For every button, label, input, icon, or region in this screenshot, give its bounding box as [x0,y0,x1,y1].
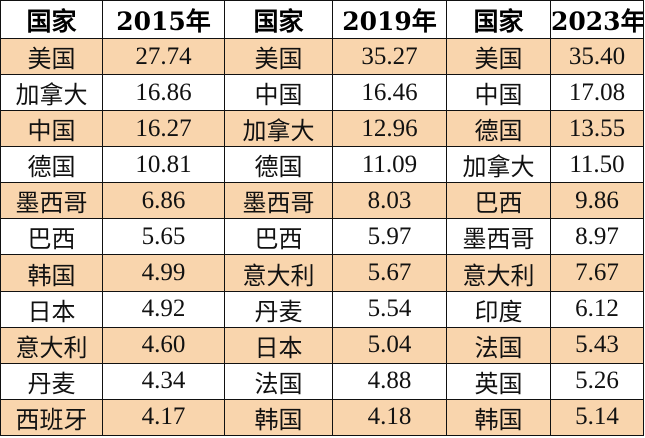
value-2023-cell: 7.67 [550,254,644,292]
value-2019-cell: 11.09 [332,146,447,184]
country-2019-cell: 加拿大 [224,110,333,148]
country-2023-cell: 德国 [446,110,551,148]
country-2019-cell: 日本 [224,326,333,364]
value-2019-cell: 5.97 [332,218,447,256]
value-2015-cell: 4.60 [102,326,225,364]
country-2023-cell: 巴西 [446,182,551,220]
value-2019-cell: 5.67 [332,254,447,292]
country-2019-cell: 中国 [224,74,333,112]
value-2015-cell: 16.86 [102,74,225,112]
value-2015-cell: 10.81 [102,146,225,184]
value-2023-cell: 5.26 [550,362,644,400]
country-2015-cell: 美国 [0,37,103,76]
country-2015-cell: 墨西哥 [0,182,103,220]
country-2019-cell: 德国 [224,146,333,184]
country-2023-cell: 加拿大 [446,146,551,184]
country-2015-cell: 意大利 [0,326,103,364]
country-2015-cell: 加拿大 [0,74,103,112]
table-row: 德国 10.81 德国 11.09 加拿大 11.50 [0,146,644,184]
value-2019-cell: 8.03 [332,182,447,220]
country-2023-cell: 法国 [446,326,551,364]
country-2023-cell: 英国 [446,362,551,400]
value-2023-cell: 9.86 [550,182,644,220]
country-2023-cell: 印度 [446,290,551,328]
value-2019-cell: 5.54 [332,290,447,328]
value-2019-cell: 35.27 [332,37,447,76]
value-2019-cell: 16.46 [332,74,447,112]
country-2019-cell: 法国 [224,362,333,400]
header-year-2023: 2023年 [550,0,644,39]
table-row: 韩国 4.99 意大利 5.67 意大利 7.67 [0,254,644,292]
table-row: 丹麦 4.34 法国 4.88 英国 5.26 [0,362,644,400]
table-row: 加拿大 16.86 中国 16.46 中国 17.08 [0,74,644,112]
table-row: 日本 4.92 丹麦 5.54 印度 6.12 [0,290,644,328]
country-2023-cell: 意大利 [446,254,551,292]
value-2015-cell: 4.99 [102,254,225,292]
country-2015-cell: 西班牙 [0,398,103,437]
header-year-2015: 2015年 [102,0,225,39]
value-2023-cell: 35.40 [550,37,644,76]
value-2019-cell: 4.18 [332,398,447,437]
table-header-row: 国家 2015年 国家 2019年 国家 2023年 [0,0,644,39]
table-row: 巴西 5.65 巴西 5.97 墨西哥 8.97 [0,218,644,256]
table-row: 美国 27.74 美国 35.27 美国 35.40 [0,37,644,76]
table-row: 西班牙 4.17 韩国 4.18 韩国 5.14 [0,398,644,437]
value-2015-cell: 5.65 [102,218,225,256]
value-2015-cell: 6.86 [102,182,225,220]
country-2023-cell: 墨西哥 [446,218,551,256]
country-2019-cell: 巴西 [224,218,333,256]
country-2019-cell: 墨西哥 [224,182,333,220]
value-2019-cell: 5.04 [332,326,447,364]
header-year-2019: 2019年 [332,0,447,39]
country-2015-cell: 德国 [0,146,103,184]
country-2015-cell: 日本 [0,290,103,328]
country-2019-cell: 丹麦 [224,290,333,328]
header-country-2023: 国家 [446,0,551,39]
value-2015-cell: 4.92 [102,290,225,328]
value-2023-cell: 13.55 [550,110,644,148]
value-2023-cell: 5.43 [550,326,644,364]
value-2015-cell: 27.74 [102,37,225,76]
country-2019-cell: 美国 [224,37,333,76]
country-2015-cell: 巴西 [0,218,103,256]
value-2019-cell: 4.88 [332,362,447,400]
value-2023-cell: 6.12 [550,290,644,328]
country-2023-cell: 韩国 [446,398,551,437]
country-2023-cell: 中国 [446,74,551,112]
table-row: 中国 16.27 加拿大 12.96 德国 13.55 [0,110,644,148]
value-2015-cell: 4.34 [102,362,225,400]
country-2019-cell: 意大利 [224,254,333,292]
country-2023-cell: 美国 [446,37,551,76]
country-2015-cell: 丹麦 [0,362,103,400]
country-2015-cell: 韩国 [0,254,103,292]
header-country-2019: 国家 [224,0,333,39]
country-2019-cell: 韩国 [224,398,333,437]
value-2019-cell: 12.96 [332,110,447,148]
table-row: 墨西哥 6.86 墨西哥 8.03 巴西 9.86 [0,182,644,220]
value-2023-cell: 11.50 [550,146,644,184]
header-country-2015: 国家 [0,0,103,39]
value-2023-cell: 17.08 [550,74,644,112]
value-2023-cell: 8.97 [550,218,644,256]
value-2023-cell: 5.14 [550,398,644,437]
country-2015-cell: 中国 [0,110,103,148]
table-row: 意大利 4.60 日本 5.04 法国 5.43 [0,326,644,364]
value-2015-cell: 16.27 [102,110,225,148]
value-2015-cell: 4.17 [102,398,225,437]
